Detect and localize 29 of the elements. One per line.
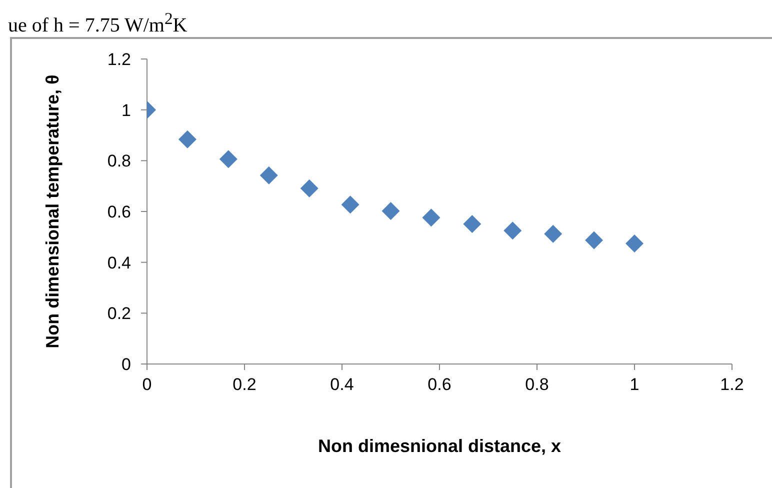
- point: [585, 230, 604, 249]
- x-tick-label: 1.2: [720, 374, 744, 394]
- x-tick-label: 1: [630, 374, 640, 394]
- y-tick-label: 0.4: [107, 253, 131, 272]
- y-tick-label: 0: [122, 354, 131, 374]
- y-axis-title: Non dimensional temperature, θ: [42, 74, 62, 348]
- point: [341, 195, 360, 214]
- point: [463, 214, 482, 233]
- point: [626, 234, 644, 252]
- x-tick-label: 0.4: [330, 374, 354, 394]
- point: [300, 179, 318, 198]
- x-tick-label: 0.6: [428, 374, 452, 394]
- x-tick-label: 0.8: [525, 374, 549, 394]
- y-tick-label: 0.6: [107, 202, 131, 222]
- y-tick-label: 0.2: [107, 304, 131, 323]
- y-tick-label: 1.2: [107, 50, 131, 69]
- x-axis-title: Non dimesnional distance, x: [318, 435, 562, 456]
- x-tick-label: 0: [142, 374, 152, 394]
- point: [219, 150, 238, 168]
- y-tick-label: 1: [122, 100, 131, 120]
- point: [544, 224, 562, 243]
- point: [260, 166, 278, 184]
- y-tick-label: 0.8: [107, 151, 131, 170]
- point: [382, 202, 400, 220]
- x-tick-label: 0.2: [232, 374, 256, 394]
- text: ue of h = 7.75 W/m$^{2}$K: [8, 8, 188, 37]
- point: [422, 208, 440, 226]
- point: [504, 221, 522, 240]
- point: [178, 130, 196, 148]
